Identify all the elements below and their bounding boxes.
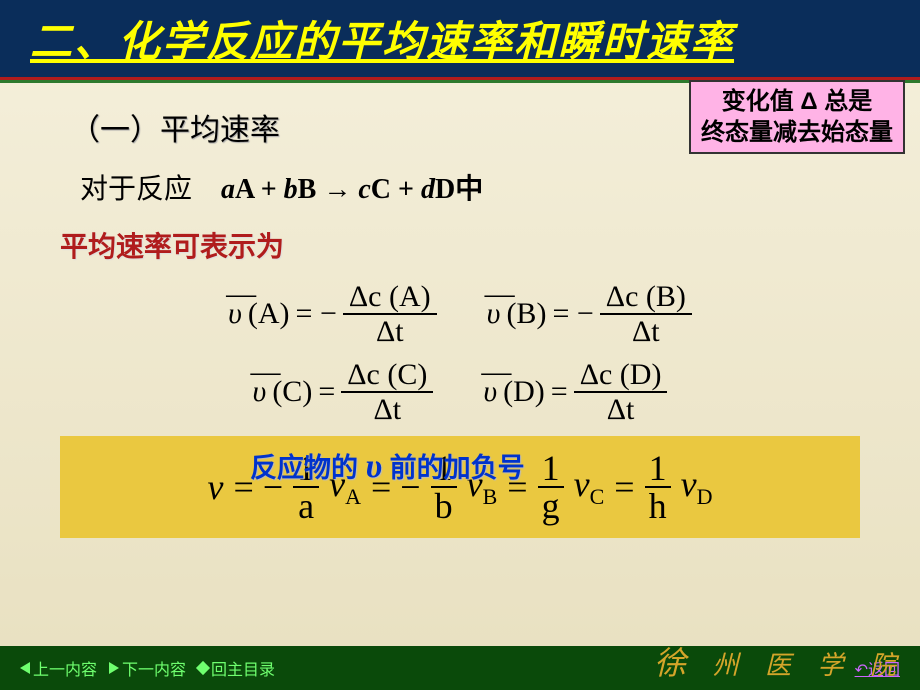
footer-bar: 上一内容 下一内容 回主目录 ↶返回 徐 州 医 学 院 xyxy=(0,646,920,690)
sep2: = xyxy=(614,466,634,508)
f3n: 1 xyxy=(645,450,671,488)
next-label: 下一内容 xyxy=(122,656,186,680)
den-A: Δt xyxy=(370,315,410,348)
num-C: Δc (C) xyxy=(341,358,433,393)
num-B: Δc (B) xyxy=(600,280,692,315)
avg-rate-label: 平均速率可表示为 xyxy=(60,225,890,265)
institute-label: 徐 州 医 学 院 xyxy=(654,638,906,684)
rate-eq-C: υ(C) = Δc (C)Δt xyxy=(253,358,434,426)
s2: C xyxy=(590,485,605,510)
overlay-note: 反应物的 υ 前的加负号 xyxy=(250,446,525,486)
sign-B: = − xyxy=(552,297,593,331)
title-bar: 二、化学反应的平均速率和瞬时速率 xyxy=(0,0,920,80)
rate-eq-B: υ(B) = − Δc (B)Δt xyxy=(487,280,692,348)
triangle-right-icon xyxy=(109,662,119,674)
prev-button[interactable]: 上一内容 xyxy=(20,656,97,680)
s3: D xyxy=(697,485,713,510)
sign-D: = xyxy=(551,375,568,409)
den-B: Δt xyxy=(626,315,666,348)
f0d: a xyxy=(294,488,318,524)
reaction-equation: aA + bB → cC + dD中 xyxy=(221,174,483,205)
rate-eq-A: υ(A) = − Δc (A)Δt xyxy=(228,280,437,348)
triangle-left-icon xyxy=(20,662,30,674)
sign-A: = − xyxy=(296,297,337,331)
den-D: Δt xyxy=(601,393,641,426)
diamond-icon xyxy=(196,661,210,675)
home-label: 回主目录 xyxy=(211,656,275,680)
rate-equations: υ(A) = − Δc (A)Δt υ(B) = − Δc (B)Δt υ(C)… xyxy=(30,280,890,426)
rate-eq-D: υ(D) = Δc (D)Δt xyxy=(483,358,667,426)
prev-label: 上一内容 xyxy=(33,656,97,680)
note-line1: 变化值 Δ 总是 xyxy=(701,86,893,117)
s1: B xyxy=(483,485,498,510)
content-area: 变化值 Δ 总是 终态量减去始态量 （一）平均速率 对于反应 aA + bB →… xyxy=(0,83,920,643)
f1d: b xyxy=(431,488,457,524)
next-button[interactable]: 下一内容 xyxy=(109,656,186,680)
s0: A xyxy=(345,485,361,510)
f3d: h xyxy=(645,488,671,524)
reaction-prefix: 对于反应 xyxy=(80,174,192,205)
sign-C: = xyxy=(318,375,335,409)
reaction-line: 对于反应 aA + bB → cC + dD中 xyxy=(80,167,890,207)
f2n: 1 xyxy=(538,450,564,488)
num-D: Δc (D) xyxy=(574,358,668,393)
note-line2: 终态量减去始态量 xyxy=(701,117,893,148)
num-A: Δc (A) xyxy=(343,280,437,315)
den-C: Δt xyxy=(367,393,407,426)
f2d: g xyxy=(538,488,564,524)
slide: 二、化学反应的平均速率和瞬时速率 变化值 Δ 总是 终态量减去始态量 （一）平均… xyxy=(0,0,920,690)
slide-title: 二、化学反应的平均速率和瞬时速率 xyxy=(30,8,734,69)
note-box: 变化值 Δ 总是 终态量减去始态量 xyxy=(689,80,905,154)
home-button[interactable]: 回主目录 xyxy=(198,656,275,680)
